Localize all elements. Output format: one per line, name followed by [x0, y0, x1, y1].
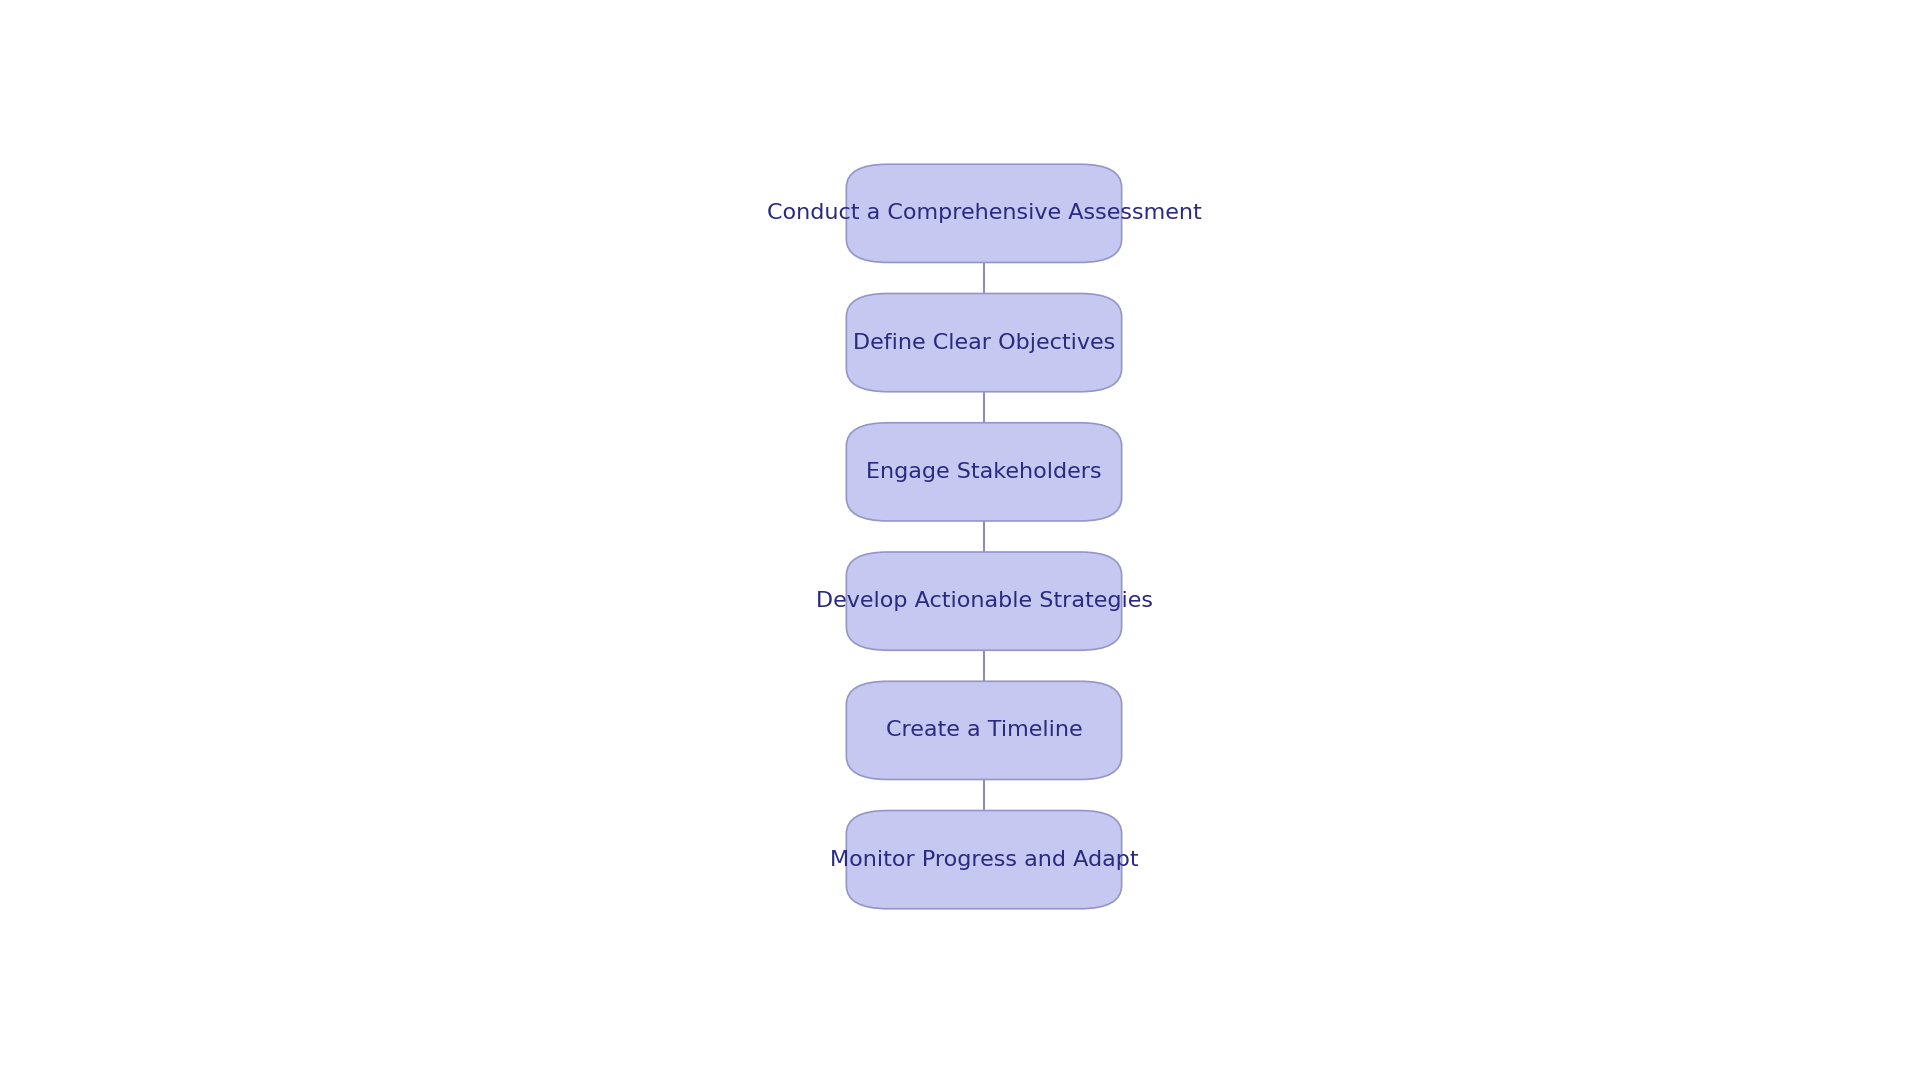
FancyBboxPatch shape [847, 293, 1121, 392]
FancyBboxPatch shape [847, 810, 1121, 909]
FancyBboxPatch shape [847, 681, 1121, 780]
Text: Engage Stakeholders: Engage Stakeholders [866, 461, 1102, 482]
FancyBboxPatch shape [847, 552, 1121, 650]
Text: Define Clear Objectives: Define Clear Objectives [852, 332, 1116, 353]
Text: Monitor Progress and Adapt: Monitor Progress and Adapt [829, 850, 1139, 870]
FancyBboxPatch shape [847, 422, 1121, 521]
Text: Develop Actionable Strategies: Develop Actionable Strategies [816, 591, 1152, 611]
Text: Create a Timeline: Create a Timeline [885, 720, 1083, 741]
FancyBboxPatch shape [847, 165, 1121, 262]
Text: Conduct a Comprehensive Assessment: Conduct a Comprehensive Assessment [766, 204, 1202, 223]
